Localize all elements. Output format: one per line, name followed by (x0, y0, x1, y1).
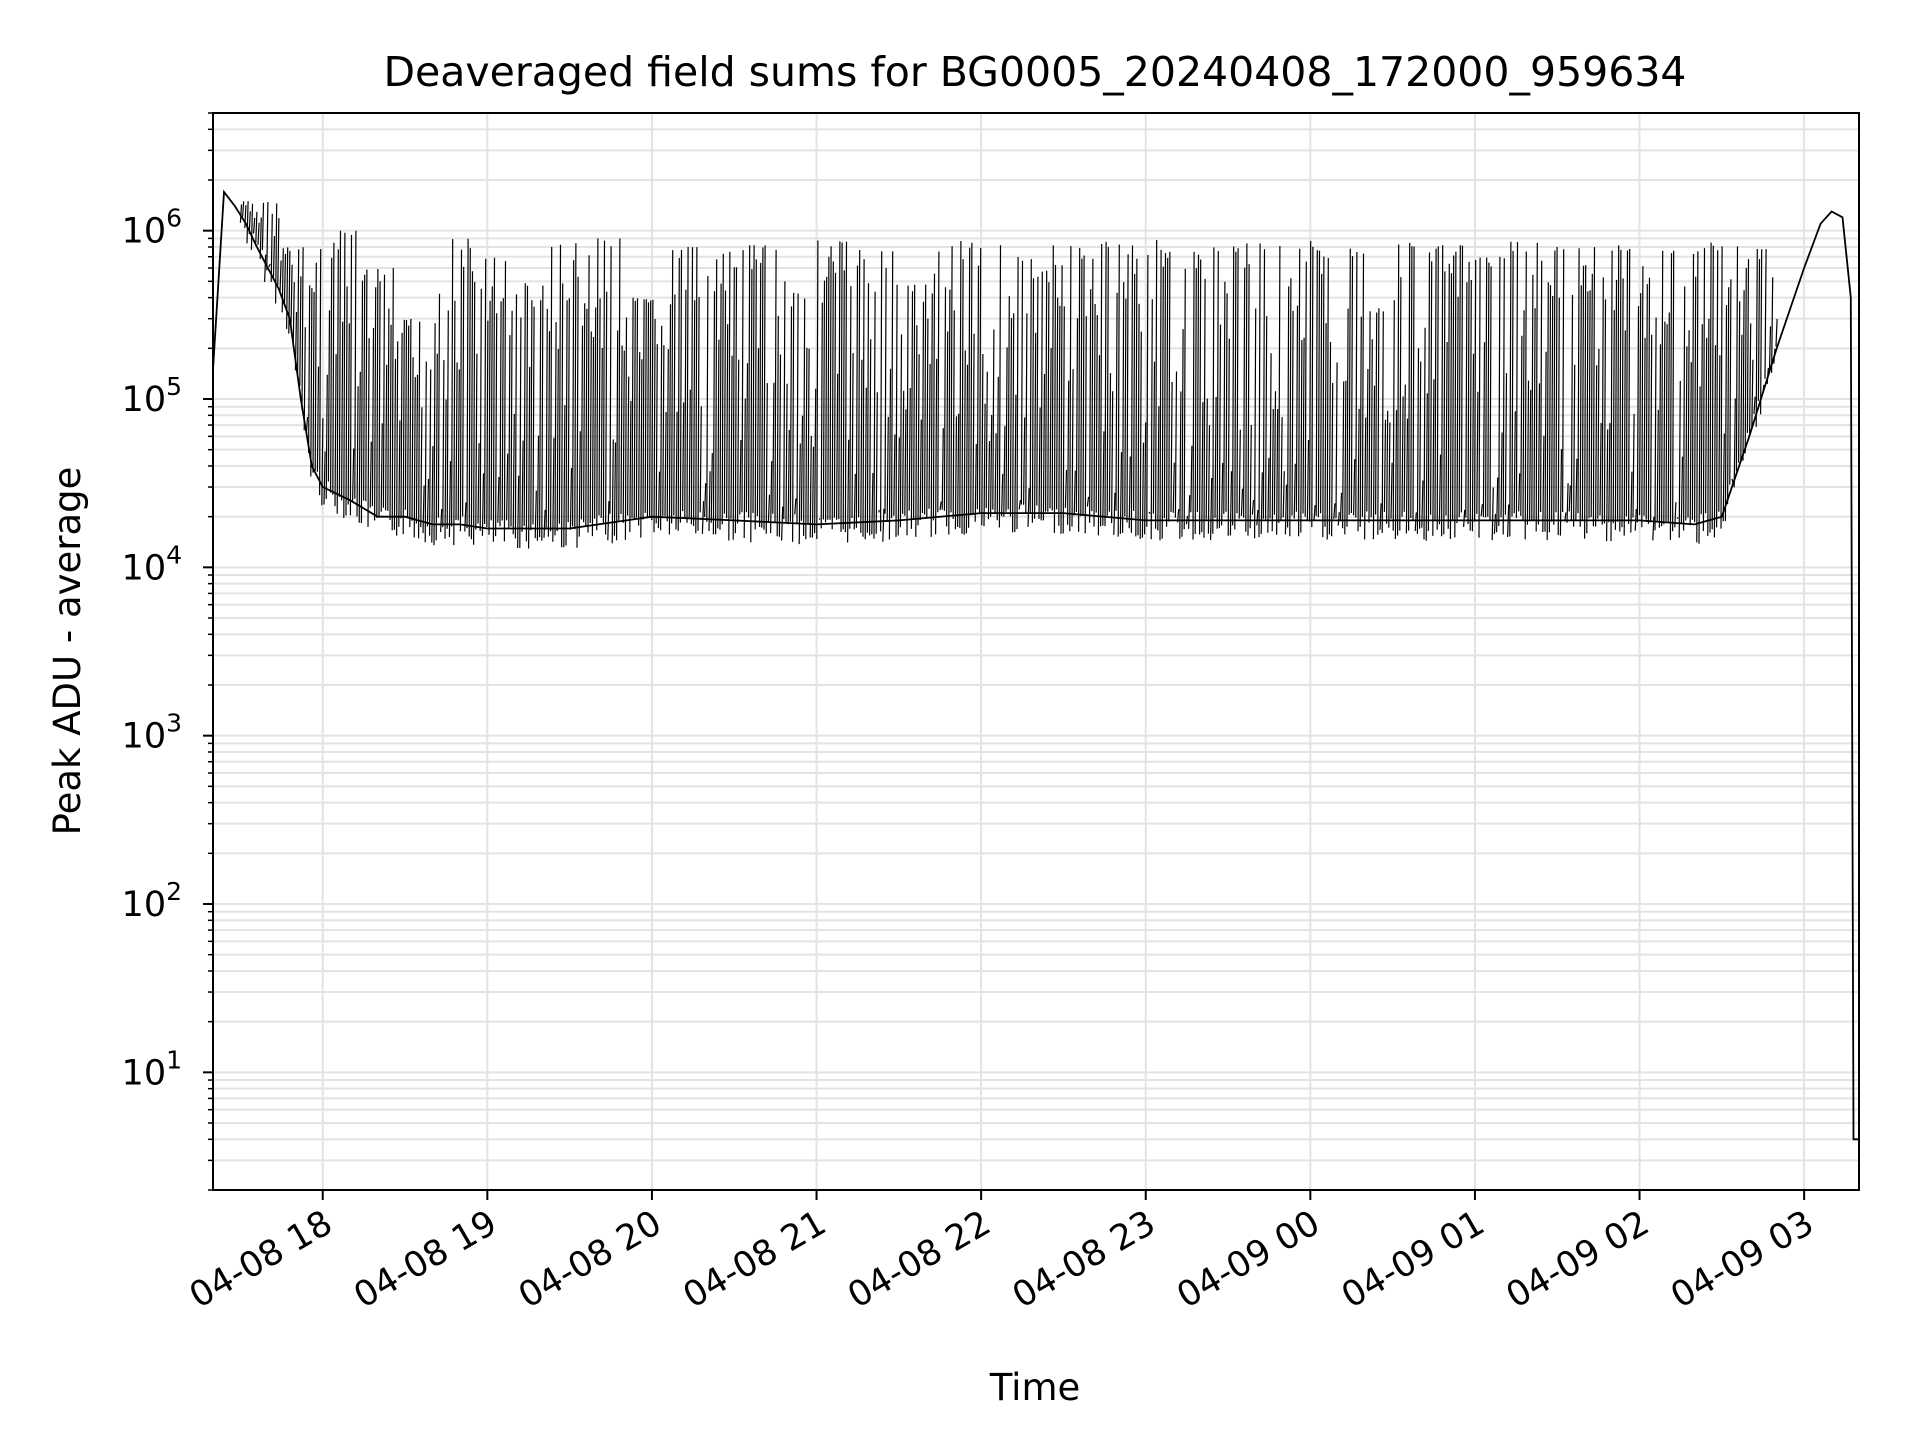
y-tick-label: 101 (122, 1045, 182, 1093)
y-tick-label: 102 (122, 877, 182, 925)
chart-title: Deaveraged field sums for BG0005_2024040… (383, 48, 1686, 96)
y-tick-label: 106 (122, 204, 182, 252)
y-tick-label: 105 (122, 372, 182, 420)
y-axis-label: Peak ADU - average (46, 467, 89, 836)
x-axis-label: Time (989, 1366, 1081, 1409)
series-line (212, 189, 1859, 1141)
y-tick-label: 103 (122, 709, 182, 757)
y-axis-ticks: 101 102 103 104 105 106 (122, 112, 213, 1191)
plot-frame (212, 112, 1860, 1191)
series-lines (212, 189, 1859, 1141)
series-oscillation (239, 201, 1778, 549)
y-tick-label: 104 (122, 540, 182, 588)
